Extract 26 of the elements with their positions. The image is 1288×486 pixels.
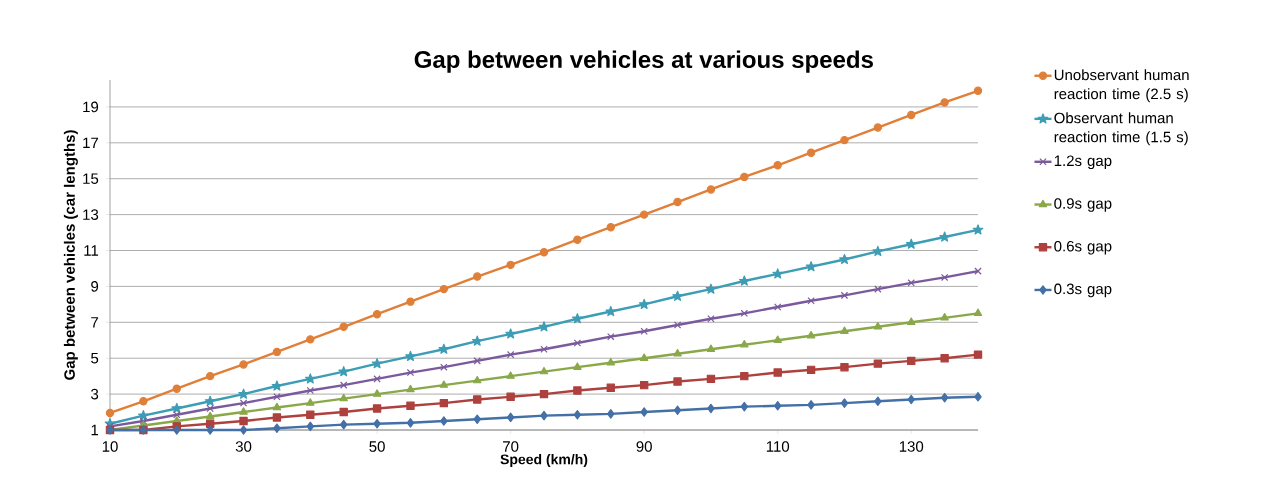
- y-tick-label: 17: [83, 137, 99, 148]
- y-tick-label: 15: [83, 173, 99, 184]
- legend-label: Unobservant human reaction time (2.5 s): [1054, 69, 1189, 103]
- x-tick-label: 30: [235, 441, 252, 452]
- y-tick-label: 5: [91, 352, 99, 364]
- x-tick-label: 130: [899, 441, 924, 452]
- x-tick-label: 10: [102, 441, 118, 452]
- legend-label: 0.3s gap: [1054, 283, 1112, 298]
- y-tick-label: 19: [83, 101, 99, 113]
- x-tick-label: 50: [369, 441, 385, 452]
- x-axis-title: Speed (km/h): [500, 454, 588, 468]
- legend-label: 0.9s gap: [1054, 198, 1112, 212]
- legend-label: Observant human reaction time (1.5 s): [1054, 112, 1188, 146]
- y-tick-label: 11: [84, 245, 99, 256]
- x-tick-label: 70: [503, 441, 519, 452]
- legend-label: 0.6s gap: [1054, 240, 1112, 255]
- legend-label: 1.2s gap: [1054, 155, 1112, 170]
- y-tick-label: 3: [91, 388, 99, 400]
- y-tick-label: 13: [83, 209, 99, 220]
- y-tick-label: 9: [91, 281, 99, 292]
- chart-title: Gap between vehicles at various speeds: [414, 50, 873, 73]
- x-tick-label: 110: [766, 441, 790, 452]
- x-tick-label: 90: [636, 441, 652, 452]
- y-axis-title: Gap between vehicles (car lengths): [63, 130, 78, 380]
- y-tick-label: 7: [91, 317, 99, 328]
- y-tick-label: 1: [91, 424, 99, 436]
